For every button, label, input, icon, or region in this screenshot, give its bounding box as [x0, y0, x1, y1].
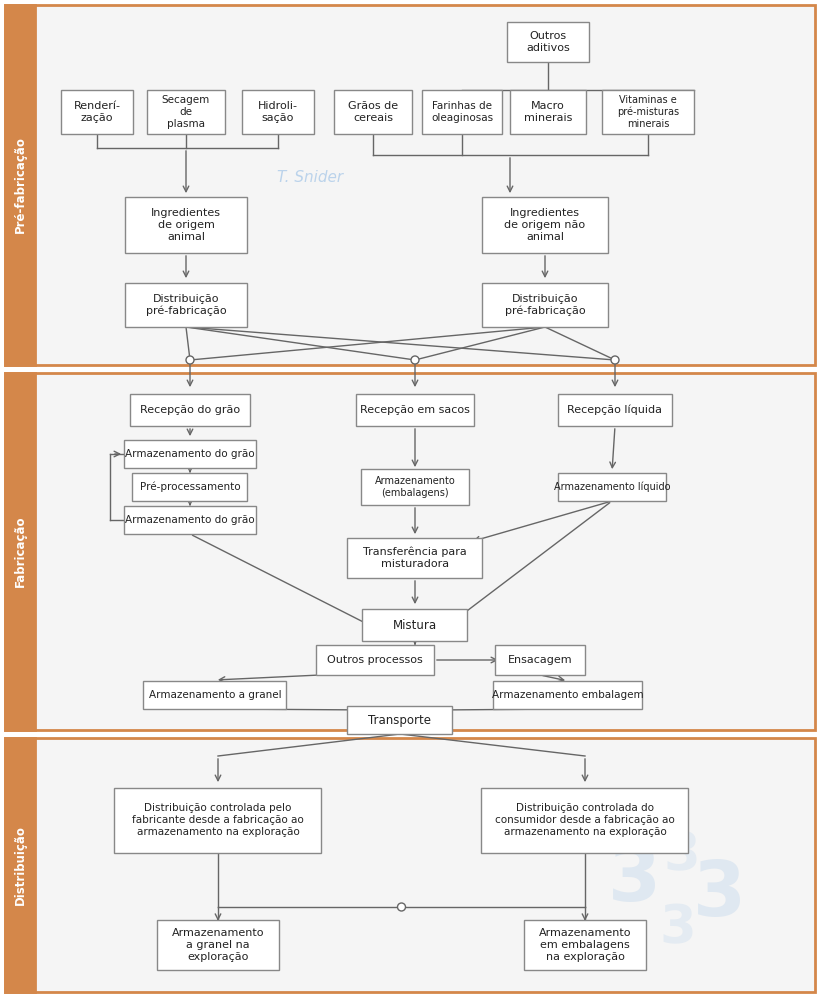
Text: Transferência para
misturadora: Transferência para misturadora	[363, 547, 466, 569]
FancyBboxPatch shape	[124, 506, 256, 534]
Text: 3: 3	[663, 829, 699, 881]
Text: Ensacagem: Ensacagem	[507, 655, 572, 665]
Text: Armazenamento embalagem: Armazenamento embalagem	[491, 690, 643, 700]
Text: Renderí-
zação: Renderí- zação	[74, 102, 120, 123]
FancyBboxPatch shape	[362, 609, 467, 641]
FancyBboxPatch shape	[5, 373, 35, 730]
Text: 3: 3	[693, 858, 745, 932]
Text: Distribuição controlada pelo
fabricante desde a fabricação ao
armazenamento na e: Distribuição controlada pelo fabricante …	[132, 804, 304, 836]
FancyBboxPatch shape	[315, 645, 433, 675]
Text: Ingredientes
de origem não
animal: Ingredientes de origem não animal	[504, 208, 585, 241]
FancyBboxPatch shape	[61, 90, 133, 134]
Text: Mistura: Mistura	[392, 618, 437, 631]
Circle shape	[186, 356, 194, 364]
Text: Grãos de
cereais: Grãos de cereais	[347, 102, 397, 123]
Text: Pré-fabricação: Pré-fabricação	[13, 137, 26, 233]
FancyBboxPatch shape	[333, 90, 411, 134]
FancyBboxPatch shape	[5, 738, 814, 992]
FancyBboxPatch shape	[557, 473, 665, 501]
Text: Fabricação: Fabricação	[13, 515, 26, 587]
Text: Armazenamento líquido: Armazenamento líquido	[553, 482, 669, 493]
FancyBboxPatch shape	[347, 538, 482, 578]
FancyBboxPatch shape	[347, 706, 452, 734]
FancyBboxPatch shape	[124, 197, 247, 253]
FancyBboxPatch shape	[481, 788, 688, 852]
Text: T. Snider: T. Snider	[277, 170, 342, 185]
FancyBboxPatch shape	[523, 920, 645, 970]
Text: Armazenamento do grão: Armazenamento do grão	[125, 449, 255, 459]
Text: Hidroli-
sação: Hidroli- sação	[258, 102, 297, 123]
FancyBboxPatch shape	[133, 473, 247, 501]
FancyBboxPatch shape	[5, 373, 814, 730]
FancyBboxPatch shape	[422, 90, 501, 134]
Text: Distribuição
pré-fabricação: Distribuição pré-fabricação	[504, 294, 585, 316]
Text: Secagem
de
plasma: Secagem de plasma	[161, 96, 210, 129]
FancyBboxPatch shape	[130, 394, 250, 426]
Text: Outros processos: Outros processos	[327, 655, 423, 665]
Text: Armazenamento
(embalagens): Armazenamento (embalagens)	[374, 477, 455, 498]
FancyBboxPatch shape	[557, 394, 672, 426]
Text: 3: 3	[608, 843, 661, 917]
FancyBboxPatch shape	[355, 394, 473, 426]
Text: Distribuição controlada do
consumidor desde a fabricação ao
armazenamento na exp: Distribuição controlada do consumidor de…	[495, 804, 674, 836]
Text: Recepção líquida: Recepção líquida	[567, 405, 662, 415]
Circle shape	[397, 903, 405, 911]
Circle shape	[610, 356, 618, 364]
FancyBboxPatch shape	[124, 440, 256, 468]
Text: Recepção do grão: Recepção do grão	[140, 405, 240, 415]
FancyBboxPatch shape	[482, 197, 607, 253]
Text: Armazenamento
a granel na
exploração: Armazenamento a granel na exploração	[171, 928, 264, 961]
Text: Transporte: Transporte	[368, 714, 431, 727]
Text: Armazenamento
em embalagens
na exploração: Armazenamento em embalagens na exploraçã…	[538, 928, 631, 961]
Text: Armazenamento do grão: Armazenamento do grão	[125, 515, 255, 525]
FancyBboxPatch shape	[601, 90, 693, 134]
FancyBboxPatch shape	[242, 90, 314, 134]
FancyBboxPatch shape	[147, 90, 224, 134]
Text: Distribuição
pré-fabricação: Distribuição pré-fabricação	[146, 294, 226, 316]
FancyBboxPatch shape	[482, 283, 607, 327]
Text: Armazenamento a granel: Armazenamento a granel	[148, 690, 281, 700]
FancyBboxPatch shape	[5, 738, 35, 992]
Text: 3: 3	[658, 902, 695, 954]
Text: Outros
aditivos: Outros aditivos	[526, 31, 569, 53]
Text: Recepção em sacos: Recepção em sacos	[360, 405, 469, 415]
Text: Farinhas de
oleaginosas: Farinhas de oleaginosas	[431, 102, 492, 123]
Text: Macro
minerais: Macro minerais	[523, 102, 572, 123]
FancyBboxPatch shape	[493, 681, 642, 709]
FancyBboxPatch shape	[115, 788, 321, 852]
FancyBboxPatch shape	[143, 681, 286, 709]
FancyBboxPatch shape	[360, 469, 468, 505]
Text: Pré-processamento: Pré-processamento	[139, 482, 240, 493]
Text: Vitaminas e
pré-misturas
minerais: Vitaminas e pré-misturas minerais	[616, 95, 678, 129]
FancyBboxPatch shape	[495, 645, 584, 675]
FancyBboxPatch shape	[156, 920, 278, 970]
FancyBboxPatch shape	[506, 22, 588, 62]
FancyBboxPatch shape	[509, 90, 586, 134]
FancyBboxPatch shape	[5, 5, 35, 365]
Text: Ingredientes
de origem
animal: Ingredientes de origem animal	[151, 208, 221, 241]
Circle shape	[410, 356, 419, 364]
FancyBboxPatch shape	[124, 283, 247, 327]
FancyBboxPatch shape	[5, 5, 814, 365]
Text: Distribuição: Distribuição	[13, 826, 26, 905]
